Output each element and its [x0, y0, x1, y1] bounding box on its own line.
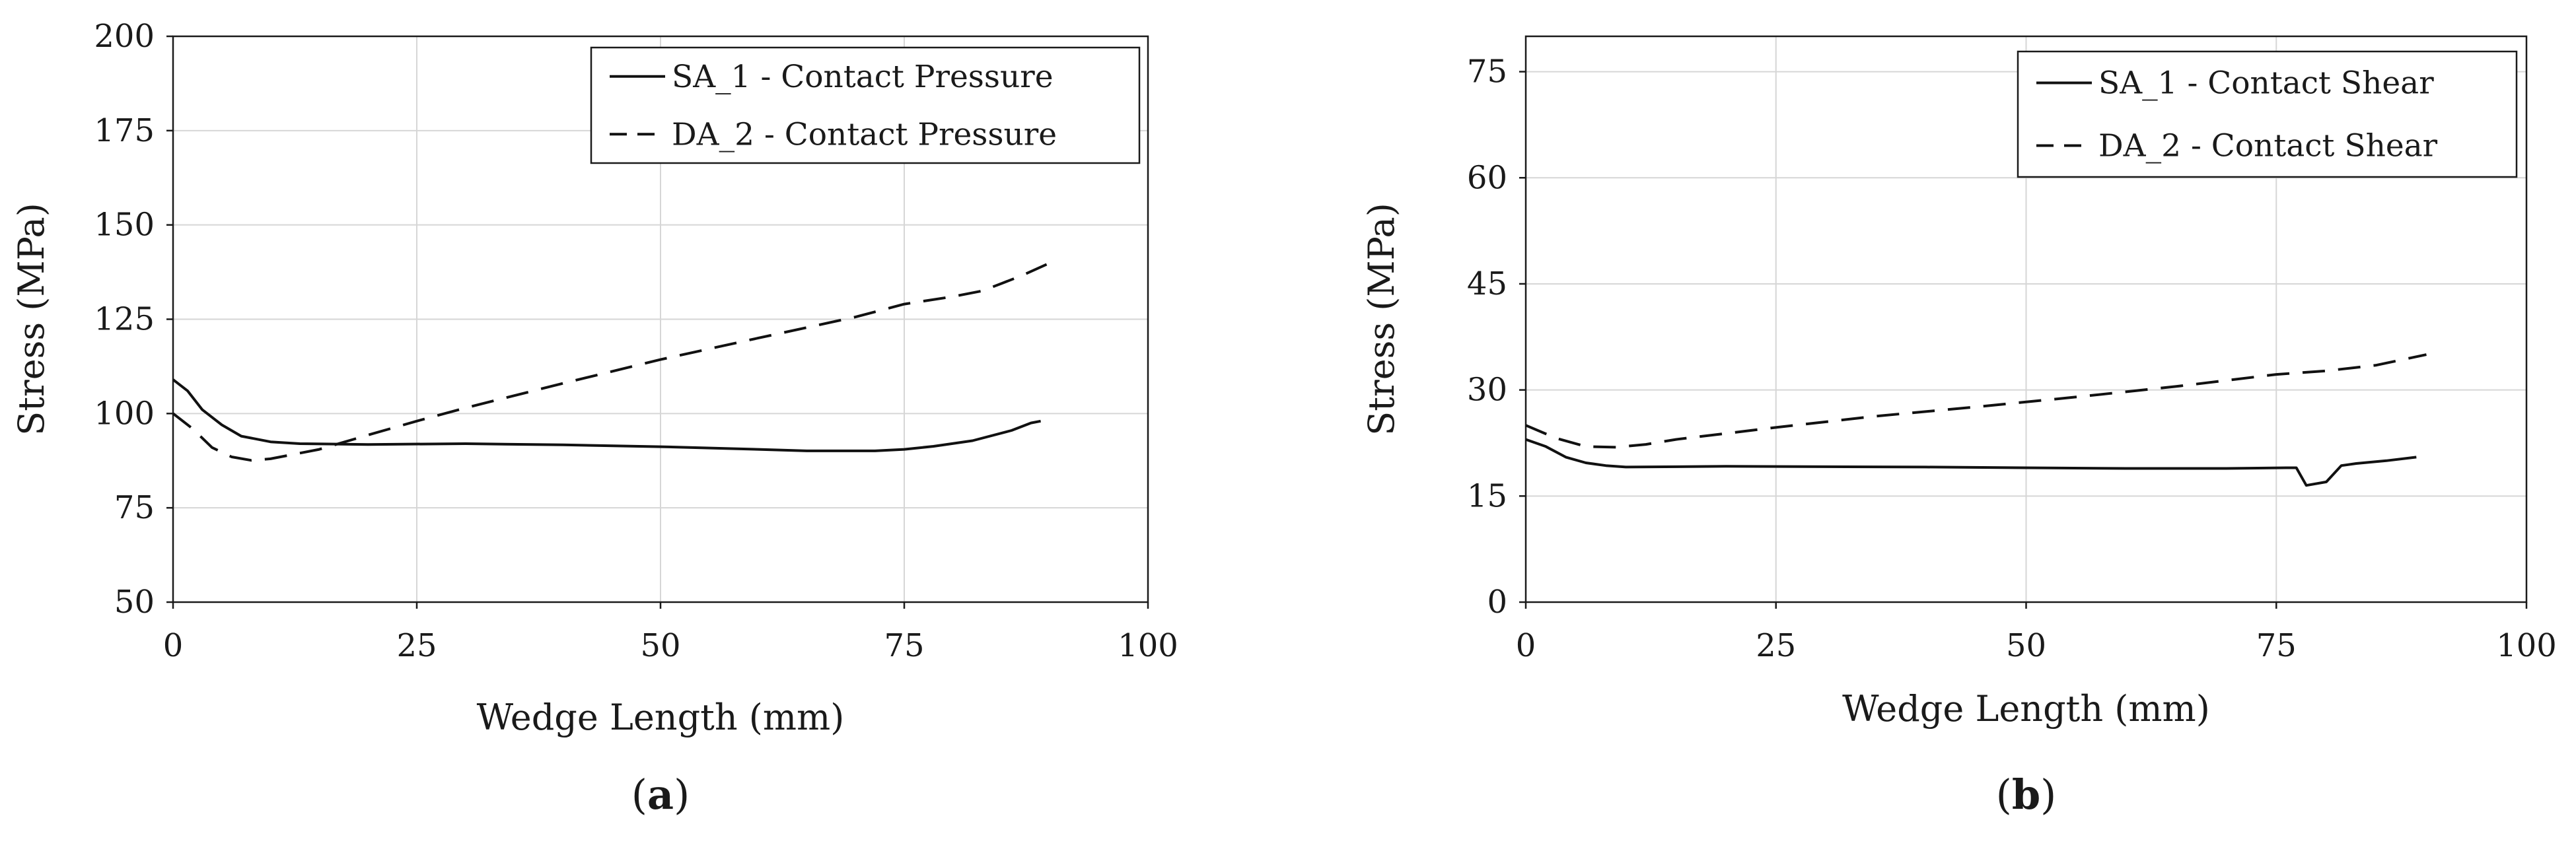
chart-panel-b: 0 25 50 75 100 0 15 30 45 60 75 Wedge Length (mm) St… — [1361, 35, 2557, 819]
x-tick-label: 50 — [640, 627, 680, 664]
y-tick-label: 150 — [94, 207, 155, 244]
y-tick-label: 15 — [1467, 477, 1507, 514]
legend-label-2: DA_2 - Contact Shear — [2098, 128, 2438, 164]
legend-box — [590, 46, 1141, 164]
y-tick-label: 100 — [94, 395, 155, 432]
y-axis-label: Stress (MPa) — [11, 203, 52, 436]
legend: SA_1 - Contact Shear DA_2 - Contact Shear — [2017, 50, 2518, 178]
legend-label-2: DA_2 - Contact Pressure — [672, 116, 1057, 153]
x-tick-label: 50 — [2006, 627, 2046, 664]
panel-label: (a) — [631, 770, 690, 819]
x-axis-label: Wedge Length (mm) — [1842, 688, 2210, 730]
x-axis-label: Wedge Length (mm) — [477, 697, 845, 738]
series-line-1 — [1525, 438, 2417, 487]
y-tick-label: 30 — [1467, 372, 1507, 409]
y-tick-label: 60 — [1467, 159, 1507, 196]
x-tick-label: 0 — [163, 627, 184, 664]
x-tick-label: 100 — [2496, 627, 2557, 664]
y-tick-label: 50 — [114, 584, 155, 621]
panel-label: (b) — [1996, 770, 2057, 819]
x-tick-label: 25 — [1756, 627, 1796, 664]
series-line-2 — [1525, 353, 2427, 449]
y-tick-label: 0 — [1487, 584, 1507, 621]
x-tick-label: 0 — [1516, 627, 1536, 664]
chart-panel-a: 0 25 50 75 100 50 75 100 125 150 175 200 Wedge Lengt… — [11, 18, 1178, 819]
legend-box — [2017, 50, 2518, 178]
y-tick-label: 75 — [1467, 53, 1507, 90]
y-tick-label: 125 — [94, 301, 155, 338]
y-tick-label: 75 — [114, 489, 155, 526]
legend-label-1: SA_1 - Contact Pressure — [672, 59, 1054, 95]
y-tick-label: 200 — [94, 18, 155, 55]
y-tick-label: 45 — [1467, 265, 1507, 302]
legend-label-1: SA_1 - Contact Shear — [2098, 65, 2434, 102]
x-tick-label: 75 — [884, 627, 924, 664]
x-tick-label: 75 — [2256, 627, 2297, 664]
x-tick-label: 25 — [396, 627, 437, 664]
x-tick-label: 100 — [1118, 627, 1178, 664]
y-axis-label: Stress (MPa) — [1361, 203, 1402, 436]
series-line-2 — [172, 261, 1052, 462]
legend: SA_1 - Contact Pressure DA_2 - Contact Pr… — [590, 46, 1141, 164]
y-tick-label: 175 — [94, 112, 155, 149]
series-line-1 — [172, 378, 1041, 452]
